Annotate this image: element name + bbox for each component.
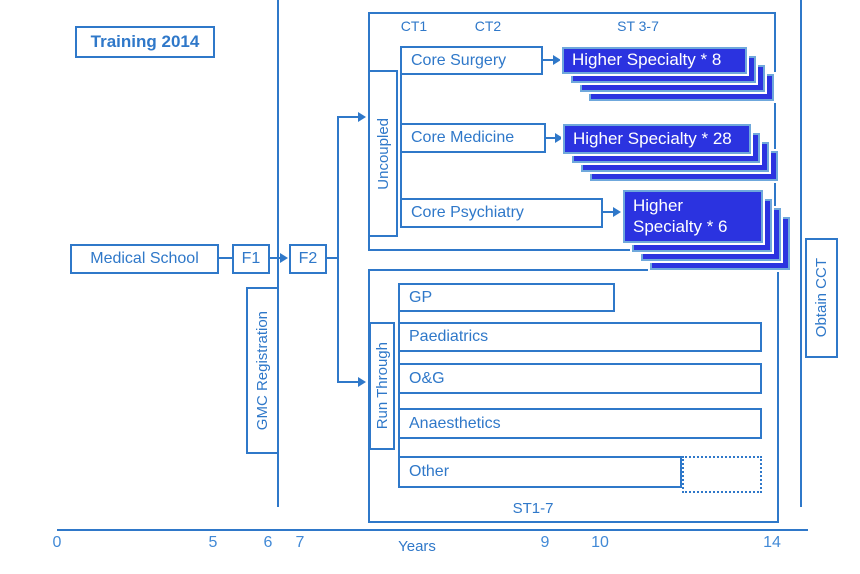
cct-timeline-line [800,0,802,507]
core-surgery-label: Core Surgery [411,51,507,69]
higher-specialty-surgery-card: Higher Specialty * 8 [562,47,747,74]
gmc-registration-label: GMC Registration [254,310,271,431]
paediatrics-label: Paediatrics [409,328,489,345]
og-box: O&G [398,363,762,394]
medical-school-box: Medical School [70,244,219,274]
axis-tick-14: 14 [763,534,781,551]
axis-tick-10: 10 [591,534,609,551]
branch-to-uncoupled-line [337,116,360,118]
gp-label: GP [409,288,433,306]
years-axis-label: Years [398,538,436,555]
f1-f2-connector [270,257,282,259]
f2-box: F2 [289,244,327,274]
axis-tick-6: 6 [263,534,273,551]
og-label: O&G [409,369,445,387]
f1-box: F1 [232,244,270,274]
gp-box: GP [398,283,615,312]
column-header-ct1: CT1 [400,18,428,34]
axis-tick-7: 7 [295,534,305,551]
branch-vertical-line [337,116,339,383]
axis-tick-5: 5 [208,534,218,551]
diagram-title: Training 2014 [90,32,200,51]
obtain-cct-box: Obtain CCT [805,238,838,358]
axis-tick-9: 9 [540,534,550,551]
gmc-timeline-line [277,0,279,507]
obtain-cct-label: Obtain CCT [813,258,830,338]
run-through-label-box: Run Through [369,322,395,450]
axis-tick-0: 0 [52,534,62,551]
gmc-registration-box: GMC Registration [246,287,279,454]
higher-specialty-psychiatry-card: Higher Specialty * 6 [623,190,763,243]
medschool-f1-connector [219,257,232,259]
st17-stage-label: ST1-7 [512,500,554,517]
arrowhead-icon [553,55,561,65]
arrowhead-icon [555,133,563,143]
psychiatry-arrow-line [603,211,614,213]
core-psychiatry-box: Core Psychiatry [400,198,603,228]
arrowhead-icon [613,207,621,217]
core-medicine-label: Core Medicine [411,129,515,146]
surgery-arrow-line [543,59,554,61]
anaesthetics-box: Anaesthetics [398,408,762,439]
core-medicine-box: Core Medicine [400,123,546,153]
arrowhead-icon [358,377,366,387]
paediatrics-box: Paediatrics [398,322,762,352]
higher-specialty-medicine-stack: Higher Specialty * 28 [563,124,782,185]
core-psychiatry-label: Core Psychiatry [411,204,524,221]
years-axis-line [57,529,808,531]
uncoupled-label-box: Uncoupled [368,70,398,237]
anaesthetics-label: Anaesthetics [409,414,501,432]
medicine-arrow-line [546,137,556,139]
f2-label: F2 [298,250,318,267]
medical-school-label: Medical School [90,250,199,267]
core-surgery-box: Core Surgery [400,46,543,75]
higher-specialty-psychiatry-label: Higher Specialty * 6 [633,196,728,236]
other-box: Other [398,456,682,488]
f2-branch-connector [327,257,339,259]
higher-specialty-medicine-label: Higher Specialty * 28 [573,128,732,148]
arrowhead-icon [358,112,366,122]
higher-specialty-surgery-label: Higher Specialty * 8 [572,50,722,70]
branch-to-runthrough-line [337,381,360,383]
other-extension-dotted-box [682,456,762,493]
uncoupled-label: Uncoupled [374,117,392,190]
other-label: Other [409,463,450,480]
f1-label: F1 [241,250,261,267]
arrowhead-icon [280,253,288,263]
diagram-title-box: Training 2014 [75,26,215,58]
higher-specialty-medicine-card: Higher Specialty * 28 [563,124,751,154]
run-through-label: Run Through [373,342,391,430]
higher-specialty-psychiatry-stack: Higher Specialty * 6 [623,190,794,274]
column-header-ct2: CT2 [474,18,502,34]
higher-specialty-surgery-stack: Higher Specialty * 8 [562,47,778,105]
column-header-st37: ST 3-7 [617,18,659,34]
